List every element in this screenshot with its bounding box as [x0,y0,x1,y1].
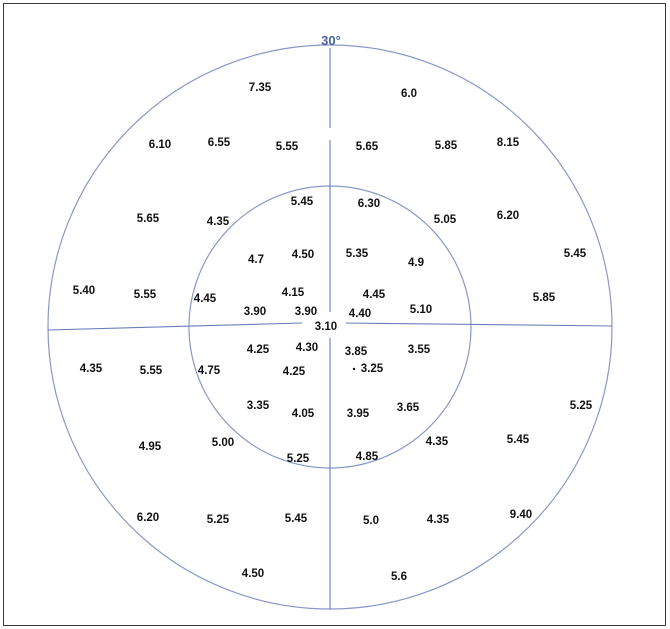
threshold-value: 3.10 [315,321,337,333]
threshold-value: 4.50 [242,568,264,580]
threshold-value: 3.55 [408,344,431,356]
threshold-value: 6.20 [137,512,159,524]
threshold-value: 6.20 [497,210,519,222]
threshold-value: 3.85 [345,346,368,358]
threshold-value: 4.25 [283,366,306,378]
threshold-value: 5.65 [137,213,160,225]
threshold-value: 6.10 [149,139,171,151]
threshold-value: 6.0 [401,88,417,100]
threshold-value: 9.40 [510,509,532,521]
threshold-value: 4.9 [408,257,424,269]
threshold-value: 4.25 [247,344,270,356]
threshold-value: 3.25 [361,363,384,375]
threshold-value: 4.35 [427,514,450,526]
threshold-value: 5.85 [533,292,556,304]
threshold-value: 5.85 [435,140,458,152]
threshold-value: 4.85 [356,451,379,463]
threshold-value: 4.7 [248,254,264,266]
threshold-value: 5.65 [356,141,379,153]
field-extent-label: 30° [321,33,341,48]
chart-frame [3,3,666,626]
threshold-value: 5.45 [564,248,587,260]
threshold-value: 4.30 [296,342,318,354]
marker-dot [352,367,356,371]
threshold-value: 5.0 [363,515,379,527]
threshold-value: 4.35 [207,216,230,228]
threshold-value: 4.45 [194,293,217,305]
threshold-value: 3.65 [397,402,420,414]
threshold-value: 5.05 [434,214,457,226]
threshold-value: 5.10 [410,304,432,316]
threshold-value: 5.55 [140,365,163,377]
threshold-value: 3.90 [295,306,317,318]
threshold-value: 3.35 [247,400,270,412]
horizontal-axis [47,322,613,331]
threshold-value: 5.25 [570,400,593,412]
threshold-value: 5.40 [73,285,95,297]
threshold-value: 5.00 [212,437,234,449]
threshold-value: 3.95 [347,408,370,420]
threshold-value: 6.55 [208,137,231,149]
threshold-value: 4.35 [426,436,449,448]
threshold-value: 4.95 [139,441,162,453]
threshold-value: 4.05 [292,408,315,420]
threshold-value: 5.25 [287,453,310,465]
threshold-value: 5.45 [507,434,530,446]
threshold-value: 5.45 [285,513,308,525]
threshold-value: 8.15 [497,137,520,149]
threshold-value: 5.35 [346,248,369,260]
threshold-value: 4.50 [292,249,314,261]
threshold-value: 6.30 [358,198,380,210]
threshold-value: 3.90 [244,306,266,318]
threshold-value: 5.25 [207,514,230,526]
threshold-value: 4.35 [80,363,103,375]
threshold-value: 5.45 [291,196,314,208]
threshold-value: 4.75 [198,365,221,377]
threshold-value: 5.55 [276,141,299,153]
threshold-value: 7.35 [249,82,272,94]
threshold-value: 4.45 [363,289,386,301]
threshold-value: 5.55 [134,289,157,301]
threshold-value: 4.40 [349,308,371,320]
threshold-values: 7.35 6.0 6.10 6.55 5.55 5.65 5.85 8.15 5.45 6.30 5… [73,82,593,583]
threshold-value: 5.6 [391,571,407,583]
threshold-value: 4.15 [282,287,305,299]
